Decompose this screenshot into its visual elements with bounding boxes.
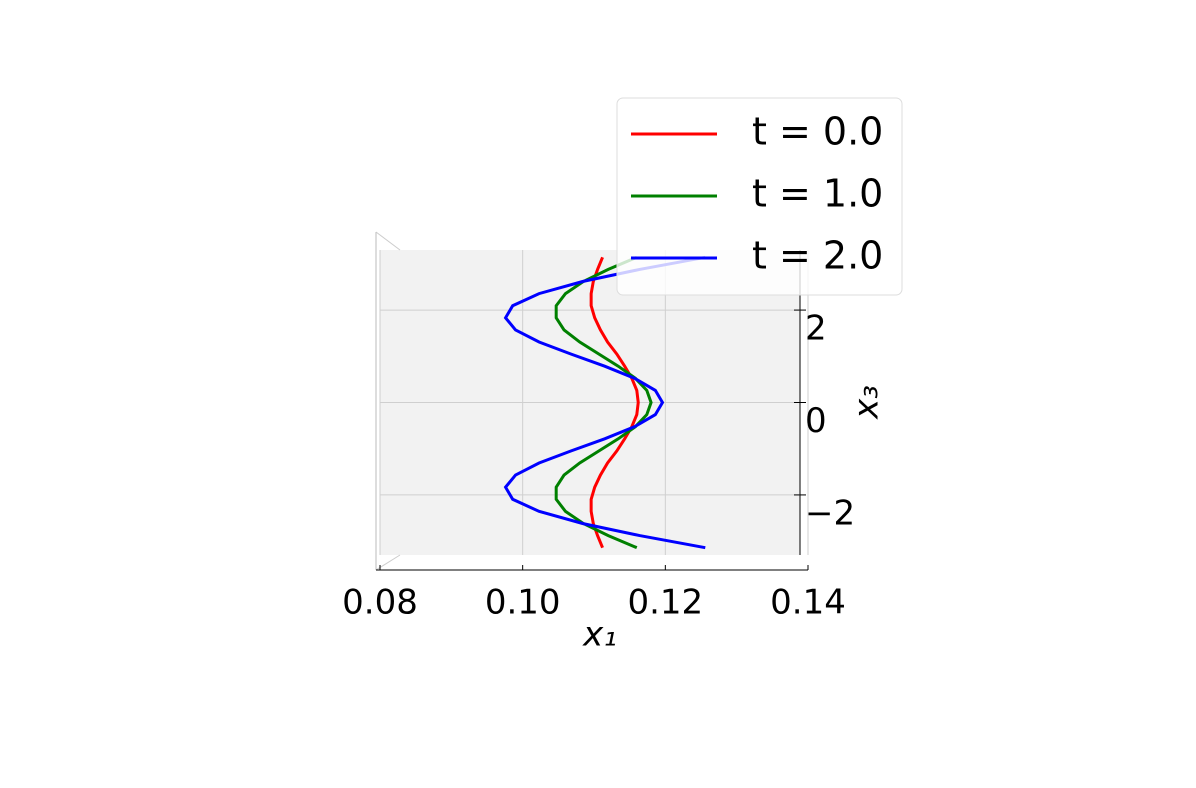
x-tick-label: 0.08 (342, 583, 418, 623)
pane-edge (375, 231, 401, 251)
x-tick-label: 0.10 (485, 583, 561, 623)
legend-label: t = 2.0 (752, 234, 883, 278)
y-tick-label: −2 (805, 493, 855, 533)
series-line (554, 255, 653, 550)
legend: t = 0.0 t = 1.0 t = 2.0 (616, 97, 903, 296)
x-tick-label: 0.14 (770, 583, 846, 623)
x-tick-label: 0.12 (627, 583, 703, 623)
legend-label: t = 0.0 (752, 110, 883, 154)
x-axis-label: x₁ (582, 615, 617, 655)
legend-label: t = 1.0 (752, 172, 883, 216)
y-tick-label: 2 (805, 309, 827, 349)
series-line (503, 255, 706, 550)
y-tick-label: 0 (805, 401, 827, 441)
y-axis-label: x₃ (847, 385, 887, 420)
legend-box (616, 97, 903, 296)
series-line (589, 256, 640, 549)
